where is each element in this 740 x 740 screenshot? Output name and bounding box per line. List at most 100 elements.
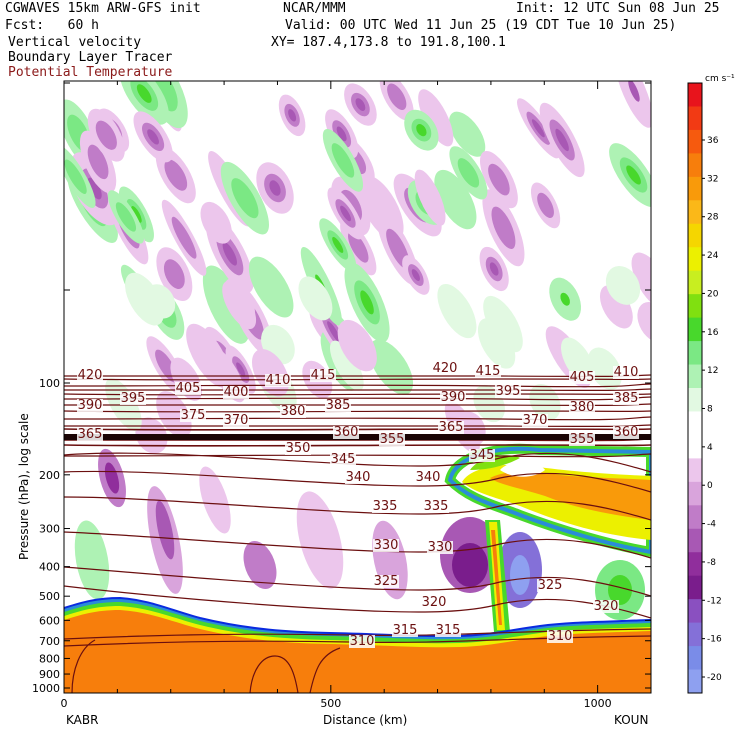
colorbar-tick-label: 36: [707, 136, 719, 146]
theta-label: 415: [476, 364, 501, 379]
wave-streak: [144, 284, 176, 319]
wave-streak: [369, 339, 414, 395]
theta-label-bg: [372, 500, 398, 513]
theta-label: 380: [570, 400, 595, 415]
theta-label: 385: [614, 391, 639, 406]
colorbar-swatch: [688, 481, 702, 506]
wave-streak: [222, 280, 257, 330]
wave-streak: [437, 283, 477, 339]
valid-time: Valid: 00 UTC Wed 11 Jun 25 (19 CDT Tue …: [285, 18, 677, 33]
wave-core: [87, 144, 109, 180]
theta-label-bg: [77, 369, 103, 382]
theta-label-bg: [421, 596, 447, 609]
theta-label: 405: [176, 381, 201, 396]
wave-core: [331, 143, 355, 178]
theta-label: 420: [433, 361, 458, 376]
wave-peak: [560, 292, 570, 306]
wave-streak: [434, 169, 477, 230]
wave-peak: [131, 206, 142, 223]
colorbar-tick-label: -20: [707, 673, 722, 683]
colorbar-swatch: [688, 223, 702, 248]
wave-streak: [477, 318, 516, 369]
theta-label-bg: [373, 575, 399, 588]
forecast-hour: Fcst: 60 h: [5, 18, 99, 33]
theta-line: [64, 496, 651, 521]
colorbar-tick-label: 28: [707, 213, 719, 223]
colorbar-swatch: [688, 247, 702, 272]
wave-peak: [332, 236, 344, 253]
theta-label-bg: [613, 426, 639, 439]
theta-label: 420: [78, 368, 103, 383]
theta-label-bg: [379, 433, 405, 446]
wave-core: [64, 159, 87, 194]
colorbar-tick-label: 4: [707, 443, 713, 453]
theta-label: 370: [224, 413, 249, 428]
wave-core: [387, 83, 407, 110]
theta-label-bg: [175, 382, 201, 395]
colorbar-swatch: [688, 552, 702, 577]
colorbar-tick-label: 8: [707, 405, 713, 415]
wave-core: [95, 120, 117, 150]
y-tick-label: 900: [39, 668, 60, 681]
theta-label-bg: [547, 630, 573, 643]
theta-label: 395: [496, 384, 521, 399]
wave-peak: [336, 126, 347, 142]
upper-wave-field: [64, 81, 651, 454]
theta-label-bg: [310, 369, 336, 382]
colorbar-swatch: [688, 388, 702, 412]
right-station-label: KOUN: [614, 713, 648, 727]
wave-peak: [288, 109, 297, 122]
wave-peak: [531, 119, 545, 138]
wave-peak: [340, 205, 351, 222]
theta-label-bg: [569, 401, 595, 414]
theta-label-bg: [613, 366, 639, 379]
wave-peak: [87, 177, 102, 200]
wave-core: [231, 178, 259, 219]
colorbar-swatch: [688, 106, 702, 131]
theta-label: 390: [441, 390, 466, 405]
theta-label-bg: [349, 635, 375, 648]
colorbar-tick-label: -8: [707, 558, 716, 568]
wave-peak: [411, 269, 420, 281]
wave-core: [457, 158, 480, 188]
theta-label-bg: [423, 500, 449, 513]
theta-line: [64, 453, 651, 458]
wave-peak: [222, 242, 237, 266]
wave-streak: [414, 169, 446, 226]
theta-label: 340: [416, 470, 441, 485]
wave-streak: [483, 295, 523, 353]
theta-line: [64, 566, 651, 597]
theta-line: [64, 470, 651, 493]
theta-label: 400: [224, 385, 249, 400]
wave-streak: [418, 89, 454, 147]
theta-label-bg: [325, 399, 351, 412]
theta-label: 330: [374, 538, 399, 553]
theta-label: 315: [393, 623, 418, 638]
colorbar: 36 32 28 24 20 16 12 8 4 0 -4 -8 -12 -16 -20: [687, 82, 722, 694]
y-tick-label: 100: [39, 377, 60, 390]
theta-label: 340: [346, 470, 371, 485]
theta-line: [64, 531, 651, 559]
theta-label: 410: [614, 365, 639, 380]
theta-line: [64, 452, 651, 473]
colorbar-tick-label: -16: [707, 635, 722, 645]
init-time: Init: 12 UTC Sun 08 Jun 25: [516, 1, 720, 16]
theta-label-bg: [432, 362, 458, 375]
colorbar-swatch: [688, 270, 702, 295]
colorbar-tick-label: -4: [707, 520, 716, 530]
theta-label: 360: [614, 425, 639, 440]
field-potential-temperature: Potential Temperature: [8, 65, 173, 80]
wave-peak: [489, 262, 499, 276]
wave-peak: [416, 124, 427, 137]
wave-peak: [360, 290, 374, 315]
theta-labels: 420 415 420 415 410 410 405 405 400 395 395 390 390 3…: [77, 361, 639, 649]
y-tick-label: 400: [39, 561, 60, 574]
wave-streak: [449, 111, 486, 157]
theta-label: 390: [78, 398, 103, 413]
colorbar-swatch: [688, 129, 702, 154]
theta-label: 330: [428, 540, 453, 555]
colorbar-frame: [687, 82, 703, 694]
theta-label: 345: [331, 452, 356, 467]
x-tick-label: 500: [320, 697, 341, 710]
